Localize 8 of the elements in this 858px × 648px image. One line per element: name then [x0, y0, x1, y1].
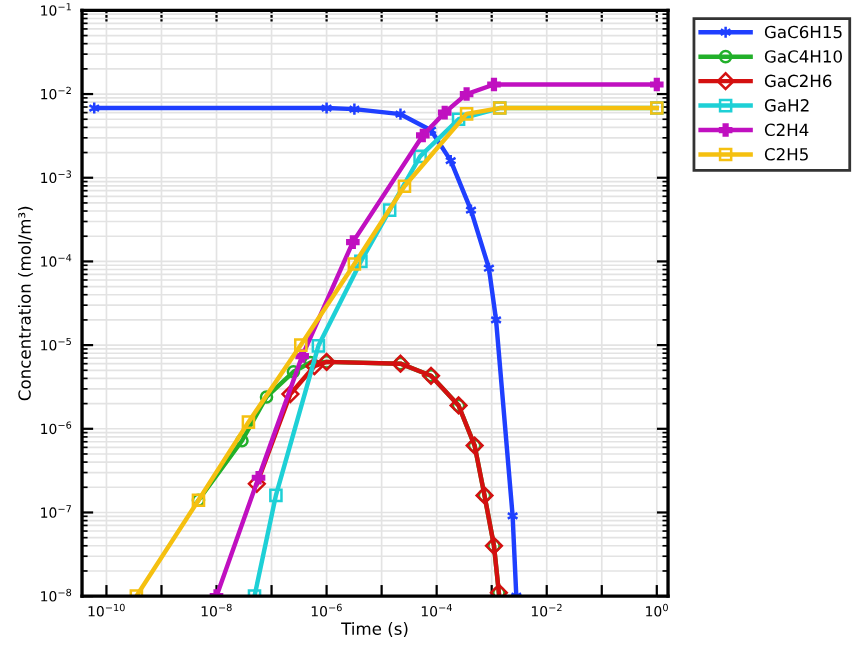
legend-label: C2H5 — [764, 147, 808, 161]
legend-label: GaC6H15 — [764, 25, 842, 39]
legend-label: GaH2 — [764, 99, 809, 112]
legend-label: C2H4 — [764, 123, 809, 137]
legend-label: GaC2H6 — [764, 74, 832, 88]
legend-label: GaC4H10 — [764, 50, 842, 63]
y-axis-title: Concentration (mol/m³) — [17, 206, 33, 401]
x-axis-title: Time (s) — [341, 622, 408, 637]
